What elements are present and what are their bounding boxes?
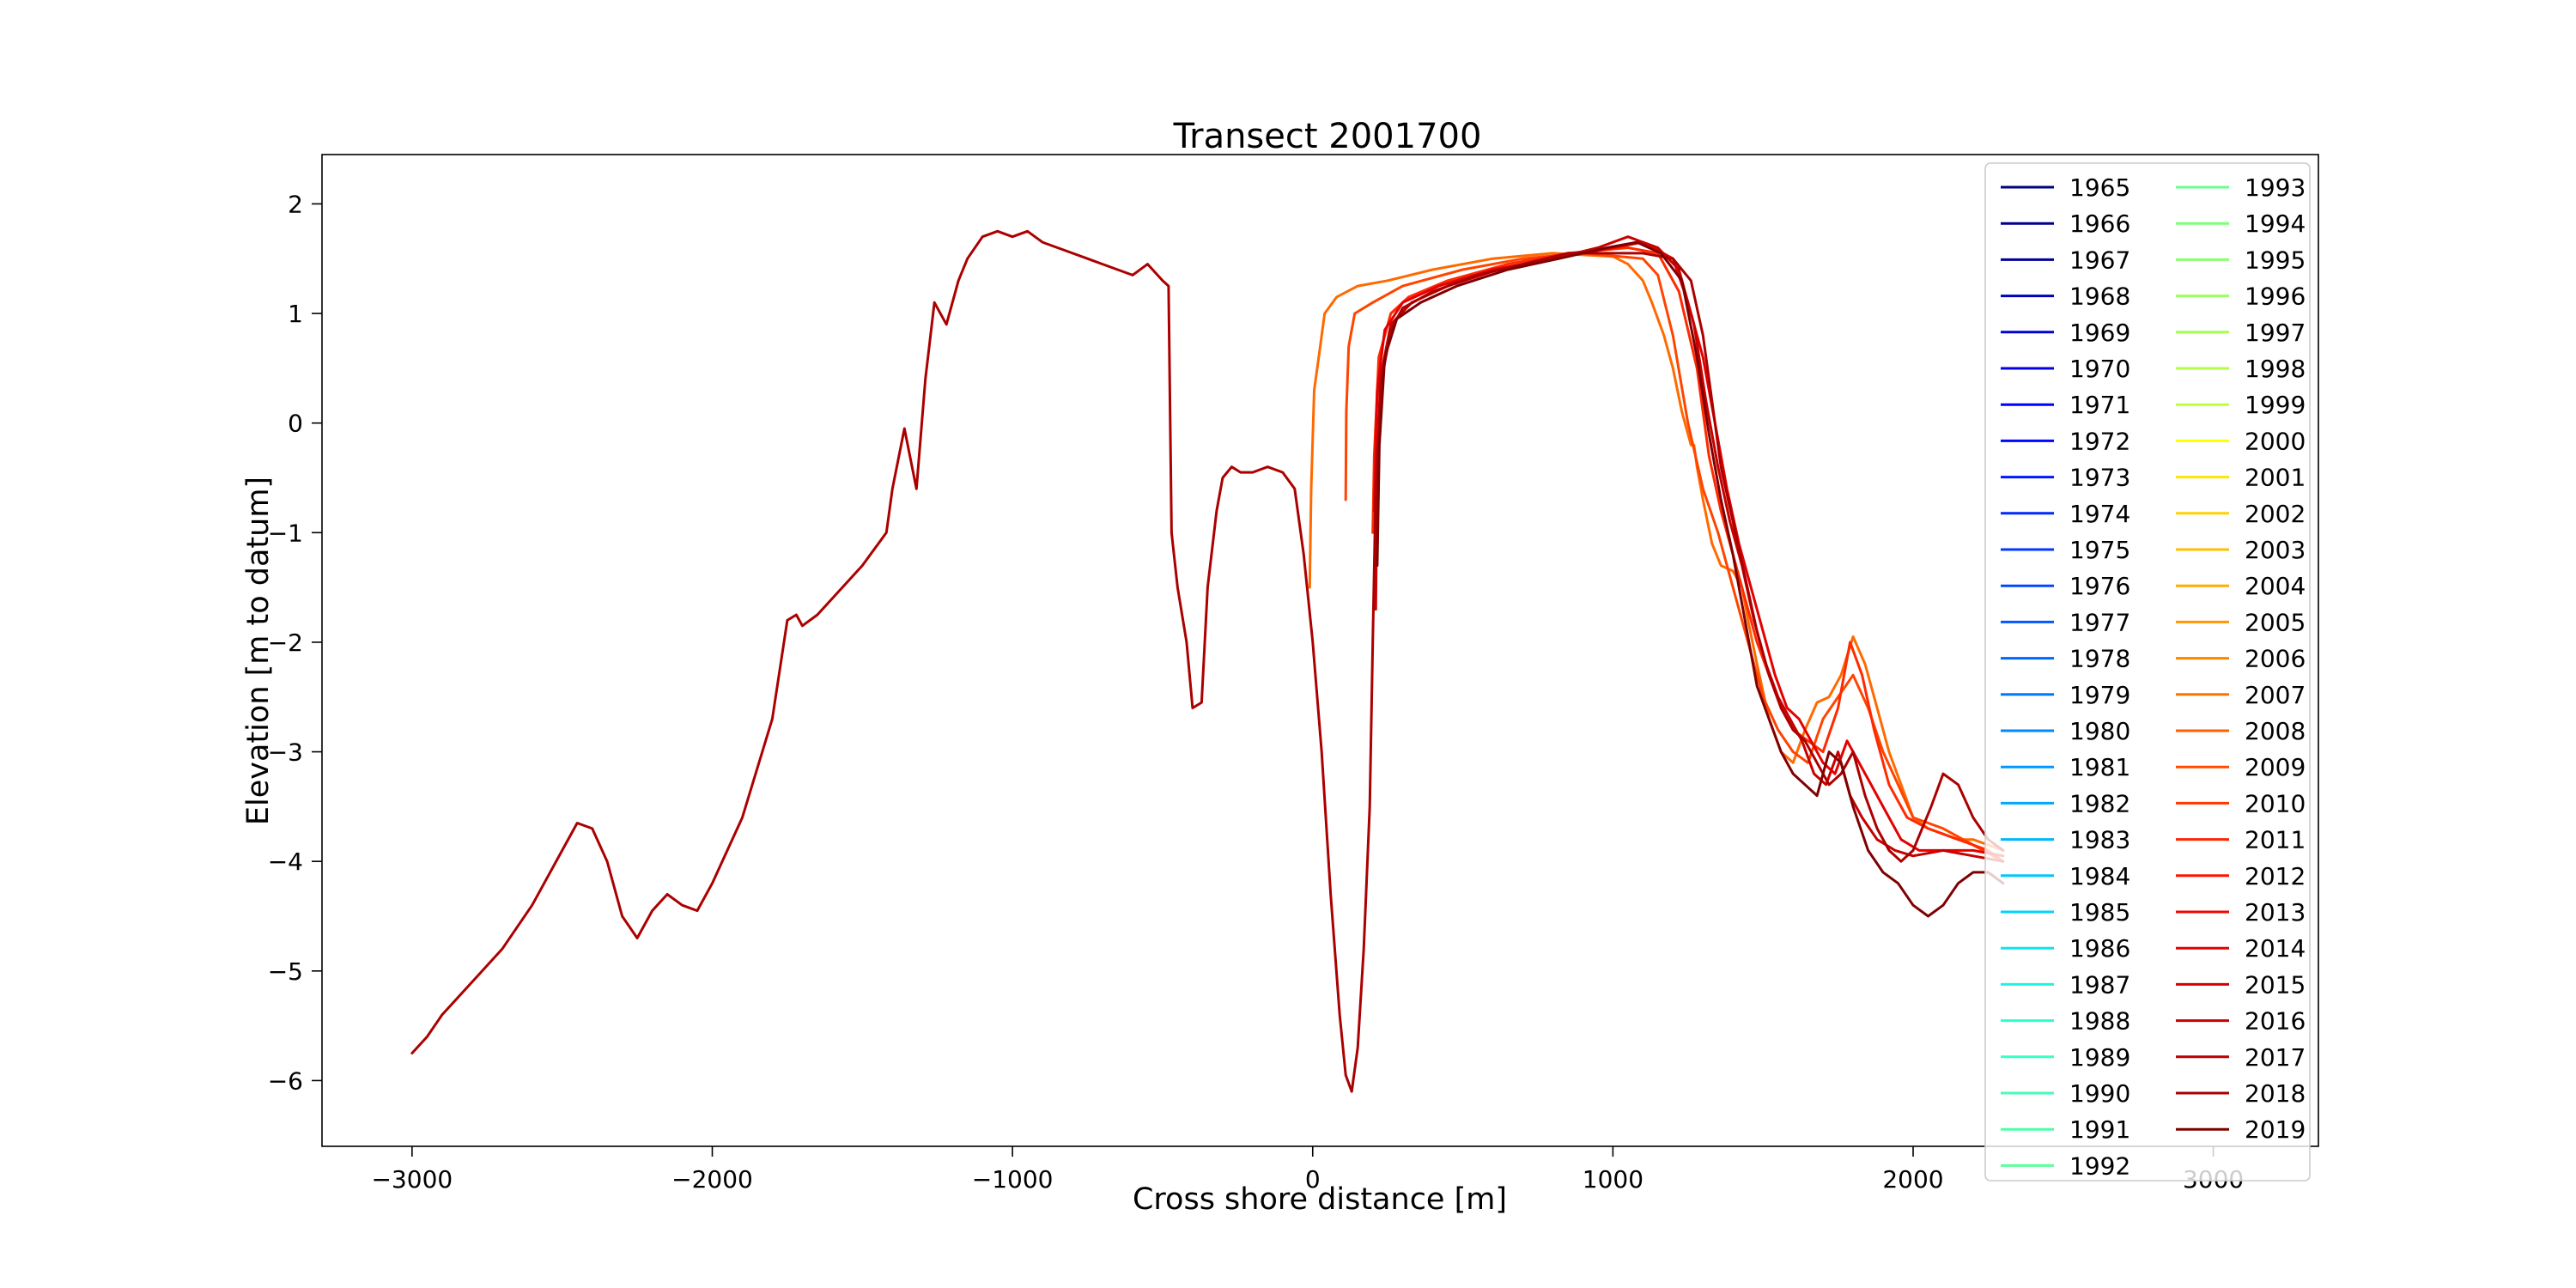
legend-label: 1973 [2069,464,2130,492]
legend-label: 2016 [2245,1007,2306,1036]
legend-label: 1977 [2069,608,2130,636]
legend-label: 1971 [2069,391,2130,419]
x-tick-label: 2000 [1882,1165,1943,1194]
legend-label: 1975 [2069,536,2130,564]
legend-label: 1965 [2069,173,2130,202]
legend-label: 2008 [2245,717,2306,745]
legend-label: 1967 [2069,246,2130,274]
y-tick-label: −5 [268,957,303,986]
legend-label: 1982 [2069,789,2130,817]
legend-label: 1976 [2069,572,2130,600]
series-line [1344,252,2005,863]
legend-label: 1974 [2069,500,2130,528]
legend-label: 1978 [2069,645,2130,673]
legend-label: 1996 [2245,283,2306,311]
chart-title: Transect 2001700 [1173,117,1482,156]
y-tick-label: −1 [268,519,303,547]
plot-area-frame [321,154,2319,1147]
y-axis-label: Elevation [m to datum] [241,477,276,825]
legend-label: 2003 [2245,536,2306,564]
legend-frame [1984,162,2311,1182]
y-tick-label: 0 [288,410,303,438]
x-axis-ticks: −3000−2000−10000100020003000 [372,1146,2244,1194]
legend-label: 2006 [2245,645,2306,673]
legend-label: 2010 [2245,789,2306,817]
legend-label: 2005 [2245,608,2306,636]
legend-label: 1991 [2069,1115,2130,1144]
series-line-group [1308,252,2005,852]
x-tick-label: −2000 [671,1165,753,1194]
y-tick-label: −2 [268,629,303,657]
legend-label: 2017 [2245,1043,2306,1072]
legend-label: 2000 [2245,427,2306,455]
legend-label: 1966 [2069,210,2130,238]
series-line-group [1344,252,2005,863]
legend-label: 2002 [2245,500,2306,528]
y-tick-label: −4 [268,848,303,876]
legend-label: 1979 [2069,681,2130,709]
legend-label: 1983 [2069,826,2130,854]
legend-label: 2018 [2245,1079,2306,1108]
legend-label: 1998 [2245,355,2306,383]
series-line-group [410,229,2005,1093]
x-tick-label: −1000 [972,1165,1054,1194]
legend-label: 1984 [2069,862,2130,890]
legend-label: 1986 [2069,934,2130,963]
y-tick-label: 2 [288,190,303,218]
legend-label: 1980 [2069,717,2130,745]
y-axis-ticks: −6 −5 −4 −3 −2 −1 0 1 2 [268,190,322,1095]
legend: 1965 1966 1967 1968 1969 1970 1971 1972 1973 1974… [1984,162,2311,1182]
series-line-group [1371,246,2005,863]
legend-label: 1987 [2069,970,2130,999]
legend-label: 1994 [2245,210,2306,238]
y-tick-label: −6 [268,1066,303,1095]
legend-label: 1970 [2069,355,2130,383]
legend-label: 1995 [2245,246,2306,274]
legend-label: 1985 [2069,898,2130,927]
x-tick-label: 0 [1305,1165,1321,1194]
x-tick-label: −3000 [372,1165,453,1194]
legend-label: 1993 [2245,173,2306,202]
legend-label: 2014 [2245,934,2306,963]
legend-label: 1997 [2245,319,2306,347]
y-tick-label: −3 [268,738,303,767]
legend-label: 2004 [2245,572,2306,600]
legend-label: 2019 [2245,1115,2306,1144]
legend-label: 1981 [2069,753,2130,781]
series-line [1308,252,2005,852]
data-series-layer [410,229,2005,1093]
legend-label: 2015 [2245,970,2306,999]
legend-label: 2011 [2245,826,2306,854]
legend-label: 1992 [2069,1151,2130,1180]
y-tick-label: 1 [288,300,303,328]
legend-label: 1990 [2069,1079,2130,1108]
legend-items: 1965 1966 1967 1968 1969 1970 1971 1972 1973 1974… [2001,173,2306,1180]
legend-label: 1999 [2245,391,2306,419]
legend-label: 1972 [2069,427,2130,455]
x-axis-label: Cross shore distance [m] [1133,1182,1507,1217]
series-line [1376,240,2005,918]
legend-label: 2013 [2245,898,2306,927]
legend-label: 2009 [2245,753,2306,781]
legend-label: 2012 [2245,862,2306,890]
x-tick-label: 1000 [1583,1165,1643,1194]
legend-label: 1988 [2069,1007,2130,1036]
series-line-group [1376,240,2005,918]
legend-label: 2007 [2245,681,2306,709]
legend-label: 1968 [2069,283,2130,311]
legend-label: 2001 [2245,464,2306,492]
legend-label: 1989 [2069,1043,2130,1072]
legend-label: 1969 [2069,319,2130,347]
series-line [1371,246,2005,863]
series-line [410,229,2005,1093]
